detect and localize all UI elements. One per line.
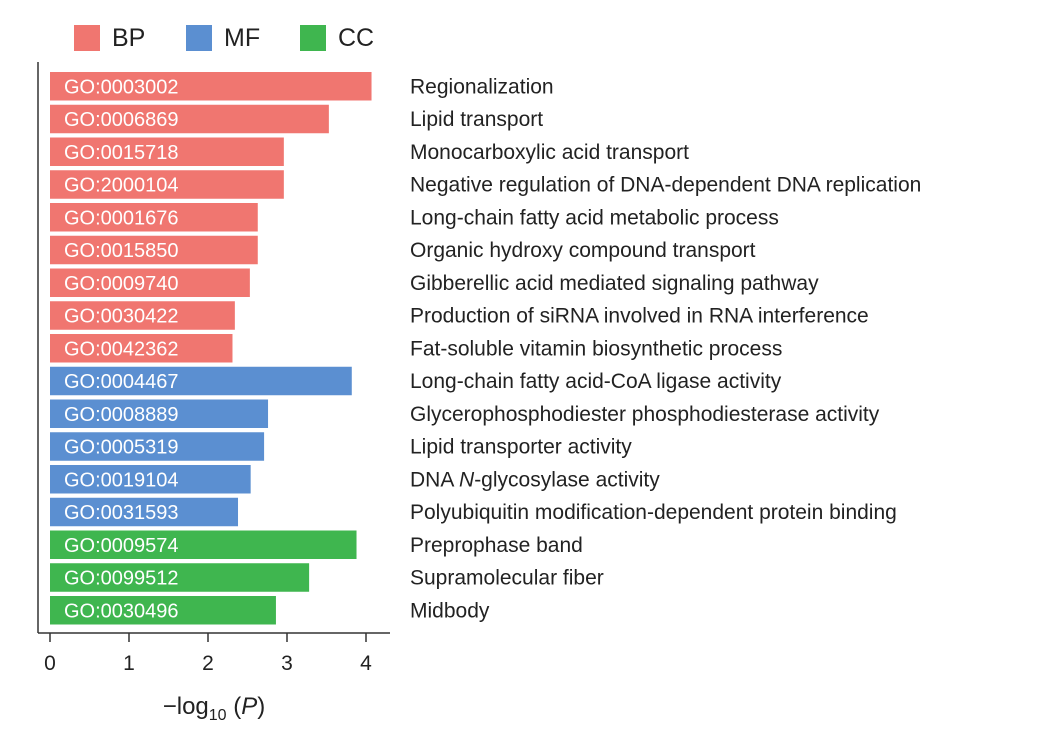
bar-go-0006869 <box>50 104 329 134</box>
x-tick-label: 2 <box>202 652 214 675</box>
bar-id-label: GO:2000104 <box>64 175 179 197</box>
bar-go-0009574 <box>50 530 357 559</box>
term-label: Monocarboxylic acid transport <box>410 141 689 164</box>
bars: GO:0003002 GO:0006869 GO:0015718 GO:2000104… <box>50 72 372 625</box>
bar-id-label: GO:0015718 <box>64 142 179 164</box>
bar-go-0042362 <box>50 334 233 363</box>
bar-id-label: GO:0031593 <box>64 502 179 524</box>
term-label: DNA N-glycosylase activity <box>410 468 660 491</box>
term-label: Long-chain fatty acid-CoA ligase activit… <box>410 370 782 393</box>
x-tick-label: 4 <box>360 652 372 675</box>
term-label: Midbody <box>410 599 490 622</box>
term-label: Polyubiquitin modification-dependent pro… <box>410 501 897 524</box>
legend: BP MF CC <box>74 24 374 52</box>
legend-swatch-cc <box>300 25 326 51</box>
bar-id-label: GO:0030422 <box>64 306 179 328</box>
bar-id-label: GO:0008889 <box>64 404 179 426</box>
bar-go-0004467 <box>50 366 352 396</box>
bar-id-label: GO:0003002 <box>64 76 179 98</box>
term-label: Supramolecular fiber <box>410 567 604 590</box>
bar-go-0003002 <box>50 72 372 101</box>
x-axis-label: −log10 (P) <box>163 693 266 724</box>
term-label: Lipid transport <box>410 108 543 131</box>
bar-go-0001676 <box>50 203 258 232</box>
bar-id-label: GO:0009574 <box>64 535 179 557</box>
bar-go-0031593 <box>50 497 239 527</box>
bar-go-0015718 <box>50 137 284 166</box>
bar-go-0009740 <box>50 268 250 297</box>
bar-id-label: GO:0006869 <box>64 109 179 131</box>
term-label: Preprophase band <box>410 534 583 557</box>
term-label: Glycerophosphodiester phosphodiesterase … <box>410 403 880 426</box>
bar-id-label: GO:0019104 <box>64 469 179 491</box>
bar-go-0008889 <box>50 399 269 428</box>
bar-go-2000104 <box>50 170 284 199</box>
bar-id-label: GO:0001676 <box>64 207 179 229</box>
term-label: Production of siRNA involved in RNA inte… <box>410 305 869 328</box>
term-label: Lipid transporter activity <box>410 436 632 459</box>
legend-swatch-bp <box>74 25 100 51</box>
x-tick-label: 3 <box>281 652 293 675</box>
bar-id-label: GO:0004467 <box>64 371 179 393</box>
bar-id-label: GO:0030496 <box>64 600 179 622</box>
term-label: Organic hydroxy compound transport <box>410 239 756 262</box>
bar-id-label: GO:0042362 <box>64 338 179 360</box>
bar-go-0099512 <box>50 563 310 592</box>
bar-go-0019104 <box>50 465 251 494</box>
bar-go-0015850 <box>50 235 258 265</box>
legend-label-cc: CC <box>338 24 374 52</box>
bar-go-0030422 <box>50 301 235 330</box>
bar-go-0005319 <box>50 432 265 461</box>
bar-id-label: GO:0009740 <box>64 273 179 295</box>
bar-id-label: GO:0099512 <box>64 568 179 590</box>
term-label: Regionalization <box>410 75 554 98</box>
term-label: Fat-soluble vitamin biosynthetic process <box>410 337 782 360</box>
legend-label-mf: MF <box>224 24 260 52</box>
term-label: Long-chain fatty acid metabolic process <box>410 206 779 229</box>
term-label: Gibberellic acid mediated signaling path… <box>410 272 819 295</box>
bar-go-0030496 <box>50 596 276 625</box>
bar-id-label: GO:0005319 <box>64 437 179 459</box>
legend-swatch-mf <box>186 25 212 51</box>
term-labels: Regionalization Lipid transport Monocarbox… <box>410 75 921 622</box>
x-tick-label: 1 <box>123 652 135 675</box>
x-tick-label: 0 <box>44 652 56 675</box>
bar-id-label: GO:0015850 <box>64 240 179 262</box>
x-axis: 0 1 2 3 4 <box>37 62 390 675</box>
legend-label-bp: BP <box>112 24 145 52</box>
term-label: Negative regulation of DNA-dependent DNA… <box>410 174 921 197</box>
